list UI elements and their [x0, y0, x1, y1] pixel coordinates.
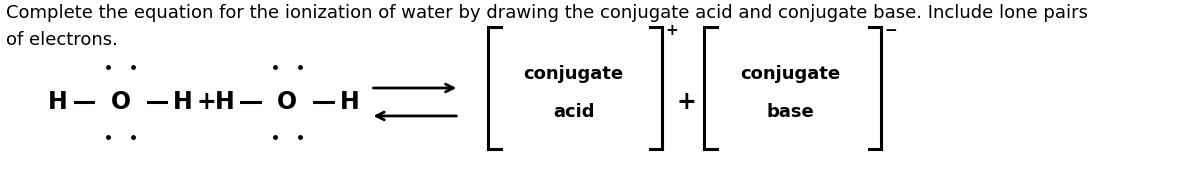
- Text: H: H: [215, 90, 234, 114]
- Text: conjugate: conjugate: [740, 65, 840, 83]
- Text: O: O: [110, 90, 131, 114]
- Text: −: −: [884, 23, 898, 38]
- Text: O: O: [277, 90, 298, 114]
- Text: H: H: [340, 90, 360, 114]
- Text: Complete the equation for the ionization of water by drawing the conjugate acid : Complete the equation for the ionization…: [6, 4, 1088, 49]
- Text: H: H: [48, 90, 68, 114]
- Text: H: H: [173, 90, 193, 114]
- Text: +: +: [666, 23, 678, 38]
- Text: conjugate: conjugate: [523, 65, 624, 83]
- Text: +: +: [196, 90, 216, 114]
- Text: base: base: [767, 103, 815, 121]
- Text: +: +: [677, 90, 696, 114]
- Text: acid: acid: [553, 103, 594, 121]
